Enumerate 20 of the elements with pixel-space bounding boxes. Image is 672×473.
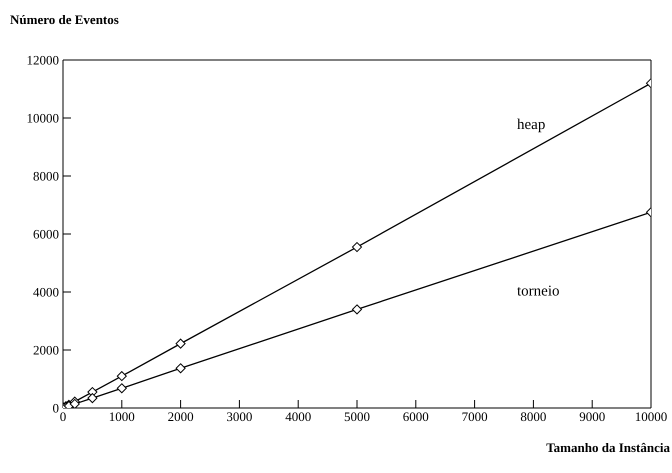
x-tick-label: 4000 — [285, 409, 312, 424]
x-tick-label: 1000 — [108, 409, 135, 424]
x-tick-label: 7000 — [462, 409, 488, 424]
y-tick-label: 10000 — [26, 110, 59, 126]
x-tick-label: 6000 — [402, 409, 429, 424]
x-tick-label: 3000 — [226, 409, 252, 424]
x-tick-label: 10000 — [634, 409, 668, 424]
x-tick-label: 5000 — [344, 409, 370, 424]
x-tick-label: 2000 — [168, 409, 194, 424]
y-tick-label: 2000 — [33, 342, 59, 358]
y-tick-label: 4000 — [33, 284, 59, 300]
x-tick-label: 8000 — [520, 409, 546, 424]
y-axis-title: Número de Eventos — [10, 12, 119, 28]
y-tick-label: 8000 — [33, 168, 59, 184]
x-axis-title: Tamanho da Instância — [546, 440, 670, 456]
y-tick-label: 12000 — [26, 52, 59, 68]
series-label: heap — [517, 117, 546, 134]
y-tick-label: 6000 — [33, 226, 59, 242]
x-tick-label: 9000 — [579, 409, 606, 424]
series-label: torneio — [517, 283, 560, 300]
